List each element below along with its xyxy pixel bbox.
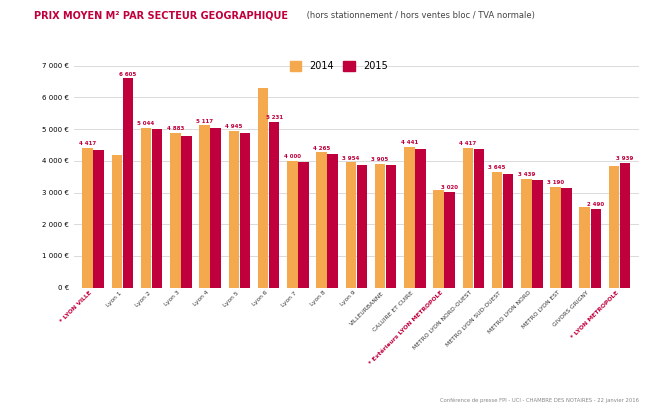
Bar xyxy=(433,190,444,288)
Text: PRIX MOYEN M² PAR SECTEUR GEOGRAPHIQUE: PRIX MOYEN M² PAR SECTEUR GEOGRAPHIQUE xyxy=(34,11,288,21)
Text: Lyon 7: Lyon 7 xyxy=(281,290,298,307)
Text: CALUIRE ET CUIRE: CALUIRE ET CUIRE xyxy=(373,290,415,332)
Bar xyxy=(112,155,122,288)
Text: 3 020: 3 020 xyxy=(441,185,458,190)
Bar xyxy=(609,166,619,288)
Text: 4 417: 4 417 xyxy=(459,141,477,146)
Text: 3 905: 3 905 xyxy=(372,157,389,162)
Text: 6 605: 6 605 xyxy=(119,72,137,76)
Text: Lyon 2: Lyon 2 xyxy=(134,290,152,307)
Bar xyxy=(181,136,192,288)
Text: METRO LYON SUD-OUEST: METRO LYON SUD-OUEST xyxy=(446,290,502,347)
Text: LE MARCHÉ DU LOGEMENT NEUF: LE MARCHÉ DU LOGEMENT NEUF xyxy=(11,135,20,276)
Text: Lyon 8: Lyon 8 xyxy=(310,290,327,307)
Text: 4 441: 4 441 xyxy=(401,140,418,145)
Bar xyxy=(357,165,367,288)
Bar xyxy=(210,127,221,288)
Bar xyxy=(591,209,601,288)
Text: 4 883: 4 883 xyxy=(166,126,184,131)
Bar xyxy=(415,149,426,288)
Bar xyxy=(258,88,268,288)
Text: Lyon 3: Lyon 3 xyxy=(164,290,181,307)
Text: 3 645: 3 645 xyxy=(488,165,506,171)
Bar xyxy=(491,172,502,288)
Bar xyxy=(199,125,210,288)
Bar xyxy=(346,162,356,288)
Text: 4 265: 4 265 xyxy=(313,146,330,151)
Text: * LYON METROPOLE: * LYON METROPOLE xyxy=(570,290,620,340)
Text: 4 945: 4 945 xyxy=(225,124,243,129)
Bar xyxy=(94,150,104,288)
Bar xyxy=(152,129,163,288)
Bar xyxy=(532,180,542,288)
Bar xyxy=(404,147,415,288)
Bar xyxy=(83,148,93,288)
Text: 3 939: 3 939 xyxy=(617,156,634,161)
Bar xyxy=(298,162,309,288)
Text: Lyon 9: Lyon 9 xyxy=(339,290,357,307)
Bar xyxy=(240,133,250,288)
Bar xyxy=(328,154,338,288)
Bar xyxy=(579,208,590,288)
Bar xyxy=(123,78,134,288)
Bar xyxy=(550,187,561,288)
Text: 3 954: 3 954 xyxy=(342,156,359,161)
Text: Lyon 4: Lyon 4 xyxy=(193,290,210,307)
Text: VILLEURBANNE: VILLEURBANNE xyxy=(350,290,386,326)
Bar xyxy=(561,188,572,288)
Text: Lyon 6: Lyon 6 xyxy=(252,290,268,307)
Text: METRO LYON NORD: METRO LYON NORD xyxy=(487,290,532,335)
Bar xyxy=(170,133,181,288)
Bar xyxy=(521,179,531,288)
Bar xyxy=(462,148,473,288)
Bar xyxy=(473,149,484,288)
Text: 2 490: 2 490 xyxy=(588,202,604,207)
Text: 4 000: 4 000 xyxy=(284,154,301,159)
Text: (hors stationnement / hors ventes bloc / TVA normale): (hors stationnement / hors ventes bloc /… xyxy=(304,11,535,20)
Bar xyxy=(375,164,385,288)
Text: 5 117: 5 117 xyxy=(196,119,213,124)
Bar xyxy=(386,165,397,288)
Text: GIVORS GRIGNY: GIVORS GRIGNY xyxy=(553,290,590,328)
Text: 5 231: 5 231 xyxy=(266,115,283,120)
Text: 3 190: 3 190 xyxy=(547,180,564,185)
Text: 4 417: 4 417 xyxy=(79,141,96,146)
Bar xyxy=(503,174,513,288)
Bar xyxy=(141,128,152,288)
Text: * LYON VILLE: * LYON VILLE xyxy=(59,290,93,324)
Text: METRO LYON EST: METRO LYON EST xyxy=(521,290,561,330)
Bar xyxy=(620,163,630,288)
Legend: 2014, 2015: 2014, 2015 xyxy=(290,61,388,71)
Text: 5 044: 5 044 xyxy=(137,121,155,126)
Bar xyxy=(287,161,297,288)
Bar xyxy=(269,122,279,288)
Text: Lyon 5: Lyon 5 xyxy=(222,290,239,307)
Text: Conférence de presse FPI - UCI - CHAMBRE DES NOTAIRES - 22 janvier 2016: Conférence de presse FPI - UCI - CHAMBRE… xyxy=(440,398,639,404)
Text: Lyon 1: Lyon 1 xyxy=(105,290,123,307)
Bar xyxy=(316,152,327,288)
Text: 3 439: 3 439 xyxy=(517,172,535,177)
Bar xyxy=(444,192,455,288)
Bar xyxy=(228,131,239,288)
Text: * Extérieurs LYON METROPOLE: * Extérieurs LYON METROPOLE xyxy=(368,290,444,366)
Text: METRO LYON NORD-OUEST: METRO LYON NORD-OUEST xyxy=(412,290,473,351)
